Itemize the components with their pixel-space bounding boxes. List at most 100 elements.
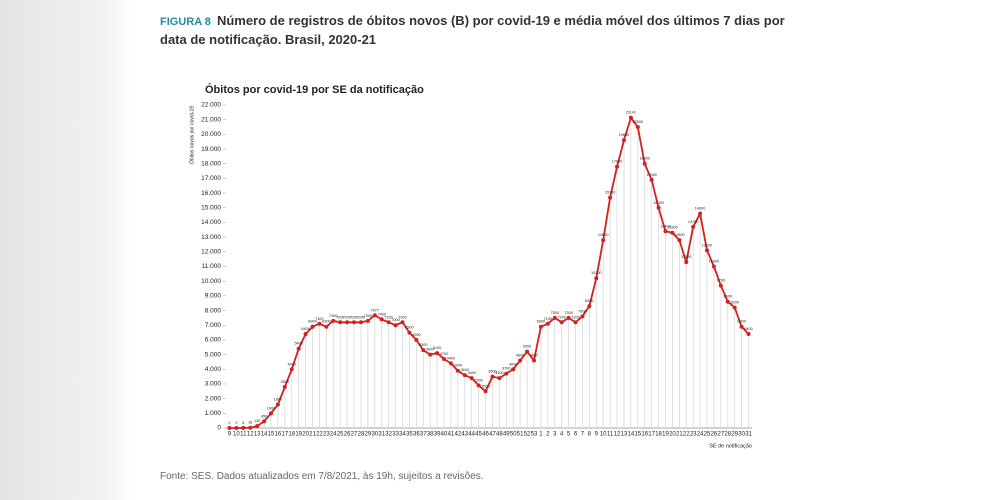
data-label: 6900 (322, 320, 330, 324)
point (705, 248, 710, 253)
data-label: 450 (261, 414, 267, 418)
data-label: 17800 (612, 160, 623, 164)
data-label: 19600 (619, 133, 630, 137)
point (656, 205, 661, 210)
point (275, 402, 280, 407)
data-label: 5300 (419, 343, 427, 347)
data-label: 7200 (557, 315, 565, 319)
x-tick-label: 42 (455, 432, 462, 438)
x-tick-label: 22 (683, 432, 690, 438)
x-tick-label: 30 (738, 432, 745, 438)
x-tick-label: 10 (233, 432, 240, 438)
x-tick-label: 4 (560, 432, 564, 438)
y-tick-label: 15.000 (201, 204, 221, 211)
x-tick-label: 8 (588, 432, 592, 438)
point (649, 177, 654, 182)
x-tick-label: 5 (567, 432, 571, 438)
data-label: 3600 (461, 368, 469, 372)
point (386, 320, 391, 325)
point (282, 384, 287, 389)
point (241, 425, 246, 430)
data-label: 6000 (412, 333, 420, 337)
point (601, 238, 606, 243)
data-label: 13700 (688, 220, 699, 224)
x-tick-label: 43 (461, 432, 468, 438)
data-label: 4400 (447, 356, 455, 360)
x-tick-label: 14 (628, 432, 635, 438)
data-label: 0 (235, 421, 237, 425)
data-label: 15000 (653, 201, 664, 205)
x-tick-label: 1 (539, 432, 543, 438)
data-label: 6500 (405, 326, 413, 330)
x-tick-label: 49 (503, 432, 510, 438)
data-label: 5100 (433, 346, 441, 350)
point (725, 299, 730, 304)
data-label: 7600 (578, 309, 586, 313)
data-label: 7400 (377, 312, 385, 316)
point (296, 346, 301, 351)
point (732, 305, 737, 310)
data-label: 21141 (626, 111, 636, 115)
x-tick-label: 20 (669, 432, 676, 438)
point (442, 356, 447, 361)
data-label: 7100 (544, 317, 552, 321)
x-tick-label: 26 (344, 432, 351, 438)
data-label: 3400 (495, 371, 503, 375)
x-tick-label: 21 (309, 432, 316, 438)
x-tick-label: 29 (365, 432, 372, 438)
y-tick-label: 13.000 (201, 234, 221, 241)
x-tick-label: 52 (524, 432, 531, 438)
x-tick-label: 22 (316, 432, 323, 438)
data-label: 5200 (523, 345, 531, 349)
x-tick-label: 25 (337, 432, 344, 438)
point (262, 419, 267, 424)
x-tick-label: 15 (634, 432, 641, 438)
x-tick-label: 18 (655, 432, 662, 438)
x-axis-label: SE de notificação (709, 443, 752, 449)
point (573, 320, 578, 325)
x-tick-label: 47 (489, 432, 496, 438)
x-tick-label: 12 (614, 432, 621, 438)
point (594, 276, 599, 281)
data-label: 7500 (564, 311, 572, 315)
point (552, 315, 557, 320)
point (711, 264, 716, 269)
data-label: 8200 (730, 301, 738, 305)
data-label: 1600 (274, 398, 282, 402)
x-tick-label: 28 (724, 432, 731, 438)
y-tick-label: 6.000 (205, 337, 222, 344)
x-tick-label: 23 (690, 432, 697, 438)
data-label: 7200 (350, 315, 358, 319)
point (317, 321, 322, 326)
point (435, 351, 440, 356)
x-tick-label: 19 (662, 432, 669, 438)
x-tick-label: 24 (697, 432, 704, 438)
x-tick-label: 15 (268, 432, 275, 438)
point (615, 164, 620, 169)
point (476, 383, 481, 388)
y-tick-label: 3.000 (205, 381, 222, 388)
point (372, 313, 377, 318)
x-tick-label: 12 (247, 432, 254, 438)
y-tick-label: 22.000 (201, 102, 221, 109)
point (628, 115, 633, 120)
y-tick-label: 9.000 (205, 293, 222, 300)
x-tick-label: 17 (281, 432, 288, 438)
point (462, 373, 467, 378)
data-label: 14600 (695, 207, 706, 211)
x-tick-label: 37 (420, 432, 427, 438)
y-tick-label: 10.000 (201, 278, 221, 285)
data-label: 8300 (585, 299, 593, 303)
x-tick-label: 38 (427, 432, 434, 438)
x-tick-label: 20 (302, 432, 309, 438)
x-tick-label: 2 (546, 432, 550, 438)
point (365, 318, 370, 323)
point (670, 230, 675, 235)
point (587, 304, 592, 309)
y-tick-label: 0 (217, 425, 221, 432)
x-tick-label: 48 (496, 432, 503, 438)
data-label: 6900 (308, 320, 316, 324)
point (538, 324, 543, 329)
data-label: 6400 (744, 327, 752, 331)
x-tick-label: 31 (378, 432, 385, 438)
